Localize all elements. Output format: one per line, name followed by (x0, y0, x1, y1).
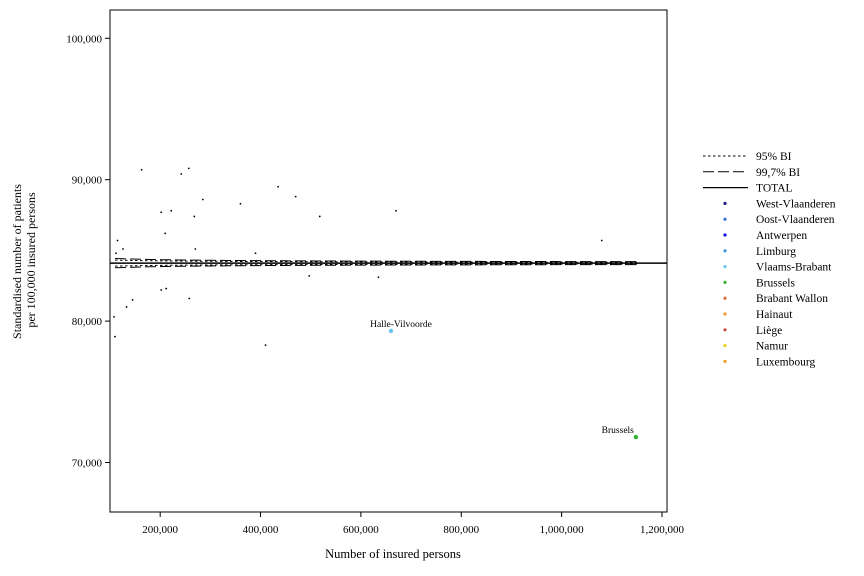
x-tick-label: 1,000,000 (540, 524, 585, 536)
data-point-26 (160, 289, 163, 291)
legend-item-label: Antwerpen (756, 230, 807, 242)
legend-item-label: 95% BI (756, 151, 792, 163)
x-tick-label: 1,200,000 (640, 524, 685, 536)
legend-item-label: Limburg (756, 246, 796, 258)
y-axis-label-line-1: Standardised number of patients (10, 184, 24, 339)
x-tick-label: 200,000 (142, 524, 178, 536)
x-axis-label: Number of insured persons (325, 547, 461, 561)
legend-marker (723, 359, 727, 363)
legend-item-label: TOTAL (756, 183, 793, 195)
legend-marker (723, 265, 727, 269)
data-point-5 (160, 211, 163, 214)
point-label: Brussels (602, 426, 635, 436)
data-point-8 (180, 173, 183, 175)
y-tick-label: 80,000 (72, 316, 103, 328)
y-axis-label: Standardised number of patients per 100,… (10, 181, 38, 339)
data-point-29 (264, 344, 267, 347)
data-point-13 (239, 202, 242, 205)
data-point-16 (294, 195, 297, 198)
legend-item-label: 99,7% BI (756, 167, 800, 179)
y-tick-label: 70,000 (72, 458, 103, 470)
data-point-3 (122, 248, 124, 250)
y-tick-label: 100,000 (66, 33, 102, 45)
bi95-lower-line (115, 263, 637, 267)
data-point-10 (193, 215, 196, 218)
legend-item-label: Brussels (756, 277, 796, 289)
legend-marker (723, 249, 727, 253)
point-label: Halle-Vilvoorde (370, 320, 432, 330)
bi997-upper-line (114, 257, 637, 263)
data-point-25 (131, 298, 134, 301)
data-point-28 (188, 297, 191, 300)
data-point-31 (633, 434, 639, 440)
legend-item-label: Liège (756, 325, 782, 337)
legend-marker (723, 328, 727, 332)
data-point-14 (254, 252, 257, 255)
legend-marker (723, 312, 727, 316)
legend-item-label: Brabant Wallon (756, 293, 828, 305)
x-tick-label: 800,000 (443, 524, 479, 536)
data-point-11 (201, 198, 204, 201)
data-point-1 (116, 239, 119, 242)
legend-item-label: Luxembourg (756, 356, 815, 368)
legend-item-label: West-Vlaanderen (756, 198, 836, 210)
data-point-4 (140, 168, 143, 171)
data-point-23 (114, 335, 116, 338)
x-tick-label: 400,000 (243, 524, 279, 536)
data-point-15 (277, 185, 280, 188)
data-point-17 (318, 215, 321, 218)
data-point-22 (113, 315, 115, 318)
bi95-upper-line (115, 259, 637, 263)
data-point-7 (164, 232, 167, 235)
legend-marker (723, 280, 727, 284)
data-point-12 (194, 248, 197, 250)
data-point-9 (187, 167, 190, 170)
data-point-27 (165, 287, 168, 290)
y-axis-label-line-2: per 100,000 insured persons (24, 192, 38, 328)
data-point-2 (115, 252, 117, 255)
data-point-19 (600, 239, 603, 242)
data-point-30 (388, 328, 394, 334)
legend: 95% BI 99,7% BI TOTAL West-Vlaanderen Oost-V… (703, 151, 836, 368)
data-point-24 (125, 306, 128, 308)
y-tick-label: 90,000 (72, 175, 103, 187)
legend-item-label: Oost-Vlaanderen (756, 214, 835, 226)
legend-marker (723, 233, 727, 237)
legend-item-label: Hainaut (756, 309, 793, 321)
legend-marker (723, 217, 727, 221)
legend-item-label: Namur (756, 341, 788, 353)
data-point-6 (170, 209, 173, 212)
data-point-21 (377, 276, 380, 279)
legend-marker (723, 201, 727, 205)
data-point-20 (308, 274, 311, 277)
legend-marker (723, 344, 727, 348)
x-tick-label: 600,000 (343, 524, 379, 536)
data-point-18 (395, 209, 397, 212)
legend-item-label: Vlaams-Brabant (756, 262, 832, 274)
legend-marker (723, 296, 727, 300)
bi997-lower-line (114, 264, 637, 269)
